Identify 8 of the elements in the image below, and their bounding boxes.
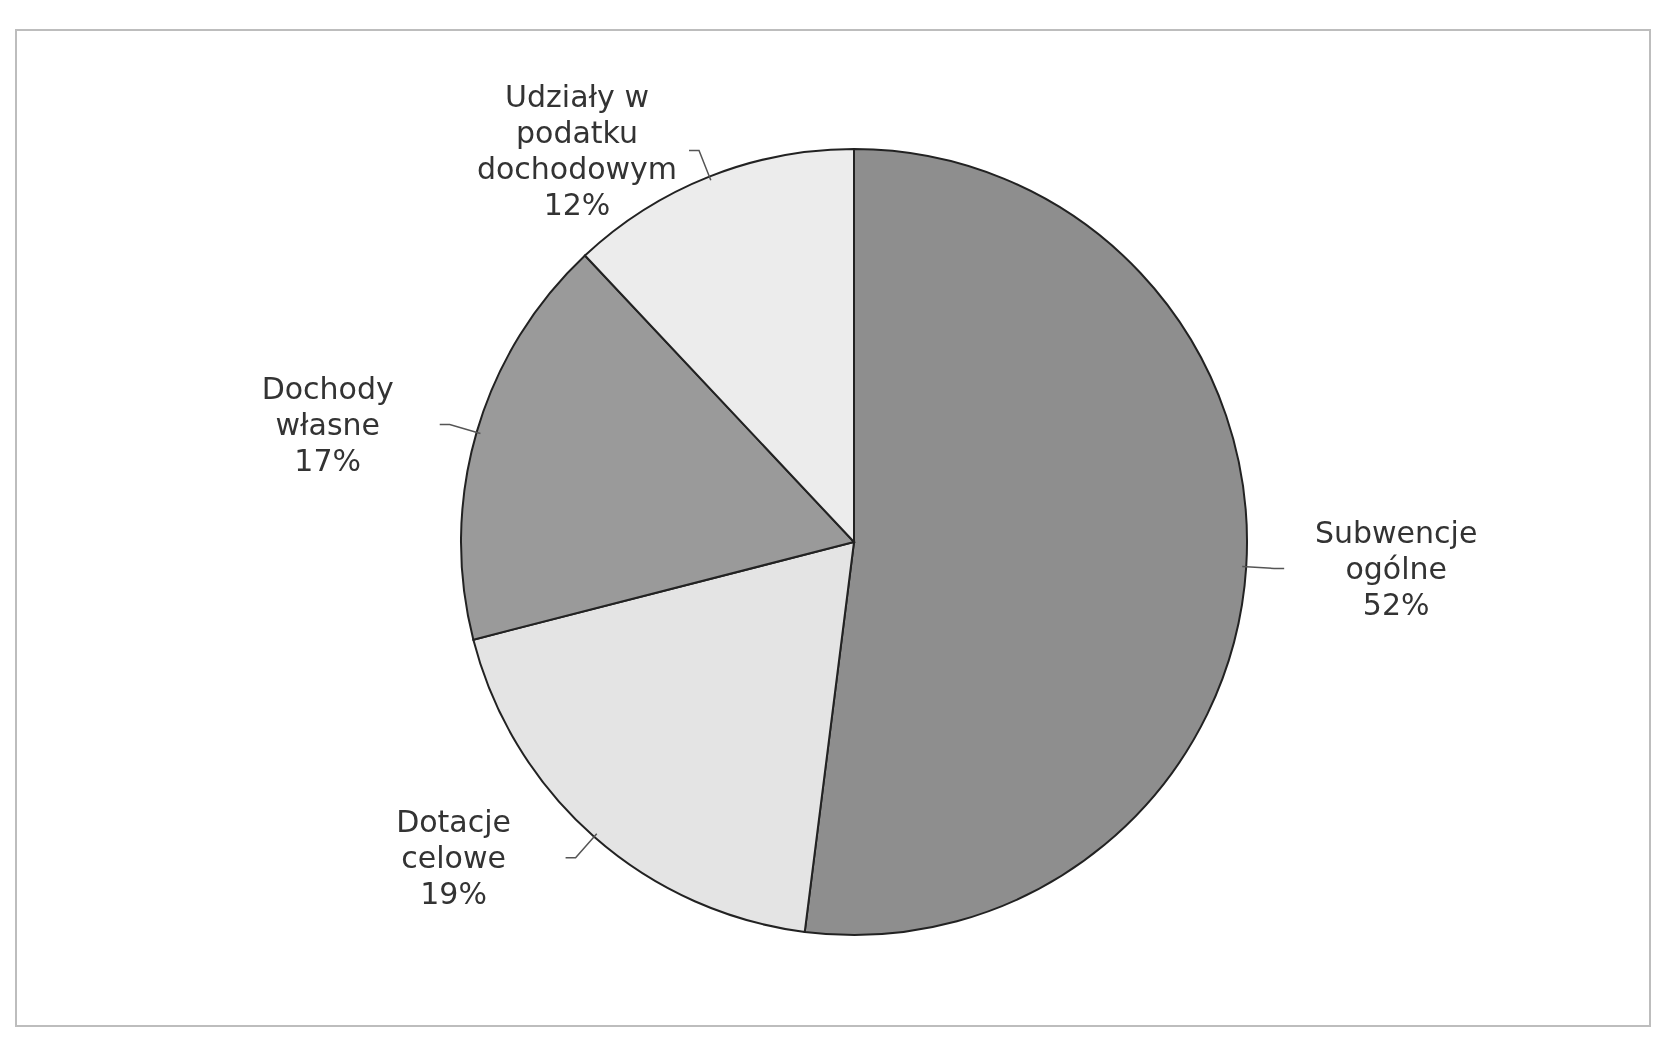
slice-label: Subwencje ogólne bbox=[1314, 514, 1478, 586]
data-label: 12% bbox=[543, 187, 611, 223]
slice-label: Dotacje celowe bbox=[396, 804, 512, 876]
data-label: 19% bbox=[420, 876, 487, 912]
slice-label: Udziały w podatku dochodowym bbox=[476, 79, 678, 187]
data-label: 52% bbox=[1362, 586, 1430, 622]
slice-label: Dochody własne bbox=[261, 371, 394, 443]
data-label: 17% bbox=[294, 443, 362, 479]
